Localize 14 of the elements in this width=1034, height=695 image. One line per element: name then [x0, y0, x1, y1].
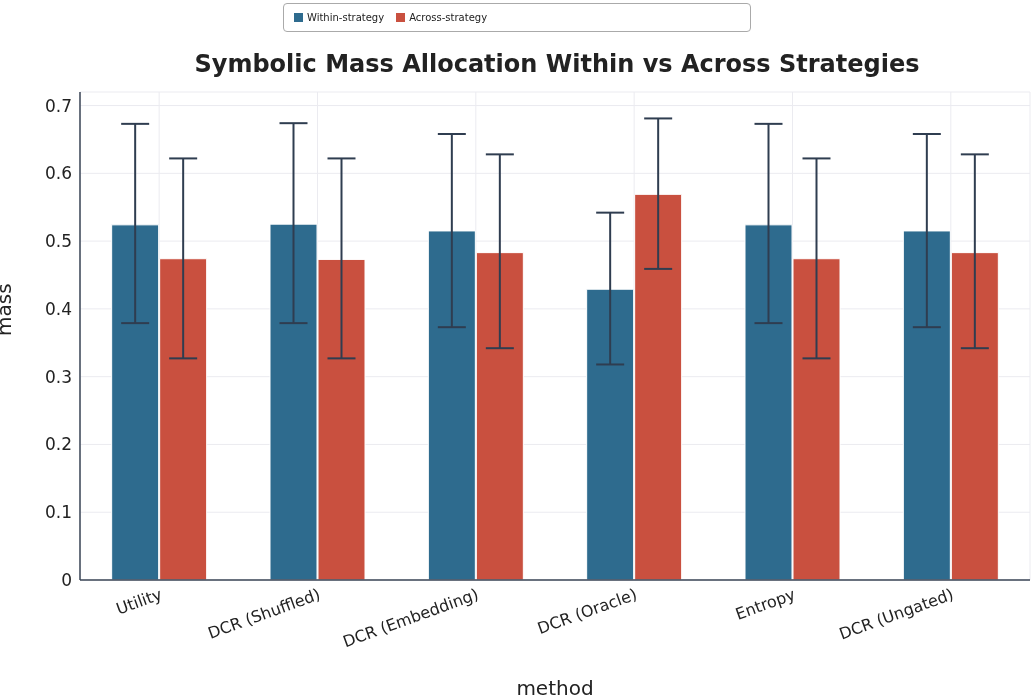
- y-tick-label: 0.7: [44, 95, 72, 116]
- legend-label: Within-strategy: [307, 12, 385, 23]
- y-tick-label: 0.4: [44, 298, 72, 319]
- y-tick-label: 0.1: [44, 502, 72, 523]
- y-tick-label: 0.6: [44, 163, 72, 184]
- y-tick-label: 0: [61, 570, 72, 591]
- y-tick-label: 0.2: [44, 434, 72, 455]
- y-axis-title: mass: [0, 283, 17, 336]
- y-tick-label: 0.3: [44, 366, 72, 387]
- chart-title: Symbolic Mass Allocation Within vs Across Strategies: [193, 49, 921, 80]
- x-axis-title: method: [516, 676, 594, 695]
- x-tick-label: Utility: [113, 584, 165, 619]
- legend-label: Across-strategy: [409, 12, 488, 23]
- y-tick-label: 0.5: [44, 231, 72, 252]
